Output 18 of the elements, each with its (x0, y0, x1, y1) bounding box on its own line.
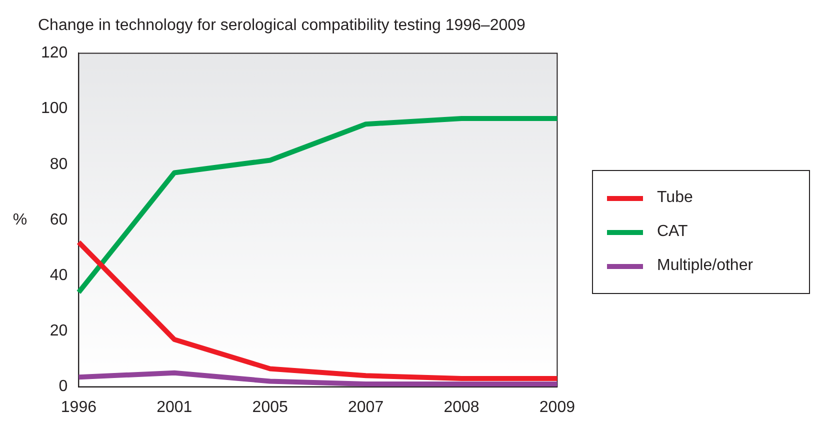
legend-label: Multiple/other (657, 257, 754, 275)
y-tick-label: 40 (50, 267, 68, 284)
x-tick-label: 2009 (539, 398, 576, 416)
y-axis-title: % (12, 211, 28, 228)
y-tick-label: 60 (50, 211, 68, 228)
y-tick-label: 20 (50, 322, 68, 340)
y-tick-label: 120 (40, 44, 68, 62)
legend-label: Tube (657, 189, 693, 207)
chart-title: Change in technology for serological compatibility testing 1996–2009 (38, 17, 526, 34)
x-tick-label: 2001 (156, 398, 192, 416)
y-tick-label: 0 (58, 378, 68, 396)
y-tick-label: 100 (40, 100, 68, 118)
y-tick-label: 80 (50, 156, 68, 173)
x-tick-label: 1996 (60, 398, 97, 416)
legend-label: CAT (657, 223, 688, 241)
x-tick-label: 2007 (348, 398, 384, 416)
x-tick-label: 2008 (444, 398, 480, 416)
x-tick-label: 2005 (252, 398, 288, 416)
